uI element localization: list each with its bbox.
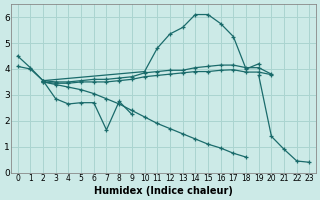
X-axis label: Humidex (Indice chaleur): Humidex (Indice chaleur) (94, 186, 233, 196)
